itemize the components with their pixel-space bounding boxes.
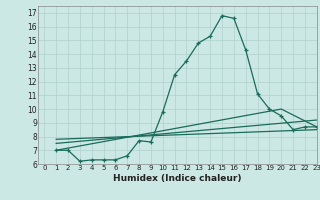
X-axis label: Humidex (Indice chaleur): Humidex (Indice chaleur) — [113, 174, 242, 183]
